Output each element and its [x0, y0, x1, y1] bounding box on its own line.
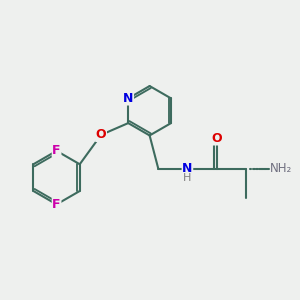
- Text: O: O: [211, 132, 222, 145]
- Text: N: N: [182, 162, 193, 176]
- Text: H: H: [183, 173, 192, 183]
- Text: NH₂: NH₂: [270, 162, 292, 176]
- Text: F: F: [52, 198, 61, 211]
- Text: F: F: [52, 144, 61, 158]
- Text: N: N: [123, 92, 134, 105]
- Text: O: O: [96, 128, 106, 141]
